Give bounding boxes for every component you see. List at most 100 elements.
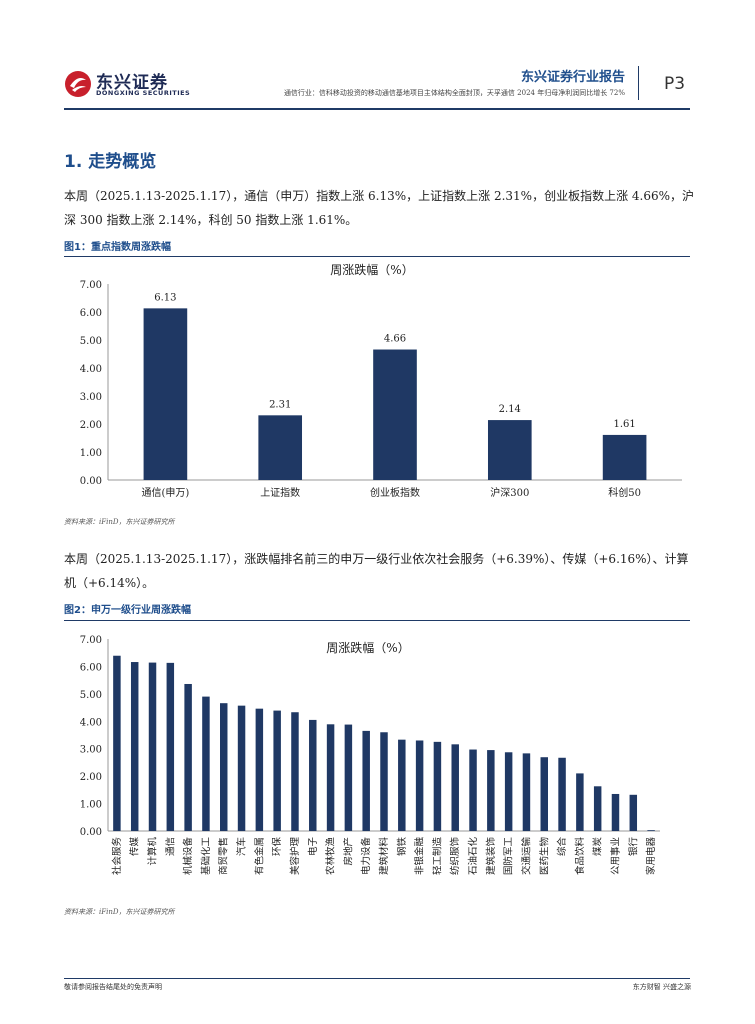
- x-tick-label: 基础化工: [200, 837, 212, 876]
- x-tick-label: 美容护理: [289, 837, 301, 876]
- figure1-rule: [64, 256, 690, 257]
- industry-weekly-change-chart: 周涨跌幅（%） 0.00 1.00 2.00 3.00 4.00 5.00 6.00 7.00 社…: [80, 635, 660, 876]
- logo-chinese-name: 东兴证券: [96, 73, 168, 93]
- bar: [629, 794, 638, 831]
- x-tick-label: 传媒: [129, 837, 141, 857]
- x-tick-label: 上证指数: [260, 486, 300, 499]
- footer-rule: [64, 978, 690, 979]
- y-tick-label: 0.00: [80, 827, 102, 838]
- bar: [487, 750, 495, 831]
- logo-english-name: DONGXING SECURITIES: [96, 89, 191, 97]
- x-tick-label: 房地产: [342, 837, 354, 866]
- x-tick-label: 石油石化: [467, 837, 479, 876]
- y-tick-label: 3.00: [80, 745, 102, 756]
- y-tick-label: 4.00: [80, 717, 102, 728]
- x-tick-label: 煤炭: [592, 837, 604, 857]
- bar: [326, 724, 335, 831]
- bar: [415, 740, 424, 831]
- x-tick-label: 汽车: [236, 837, 248, 856]
- bar-data-label: 4.66: [384, 334, 406, 345]
- bar: [148, 662, 157, 831]
- x-tick-label: 国防军工: [503, 837, 515, 876]
- x-tick-label: 医药生物: [538, 837, 550, 876]
- x-tick-label: 通信(申万): [141, 486, 189, 499]
- bar: [237, 705, 246, 831]
- y-tick-label: 6.00: [80, 308, 102, 319]
- x-tick-label: 沪深300: [490, 486, 529, 499]
- bar-data-label: 6.13: [154, 292, 176, 303]
- bar: [143, 308, 188, 480]
- y-tick-label: 2.00: [80, 772, 102, 783]
- bar: [258, 415, 303, 480]
- x-tick-label: 电子: [307, 837, 319, 857]
- bar: [540, 757, 548, 831]
- bar: [291, 712, 299, 831]
- x-tick-label: 社会服务: [111, 837, 123, 876]
- x-tick-label: 科创50: [608, 486, 641, 499]
- bar: [273, 710, 281, 831]
- bar: [593, 786, 602, 831]
- bar: [398, 739, 406, 831]
- bar-data-label: 1.61: [613, 419, 635, 430]
- bar: [373, 349, 417, 480]
- x-tick-label: 环保: [271, 837, 283, 857]
- y-tick-label: 5.00: [80, 690, 102, 701]
- x-tick-label: 综合: [556, 837, 568, 857]
- bar: [166, 662, 175, 831]
- section-title: 1. 走势概览: [64, 152, 157, 172]
- bar: [487, 420, 532, 480]
- bar: [130, 662, 139, 831]
- chart-title: 周涨跌幅（%）: [326, 640, 409, 655]
- footer-slogan: 东方财智 兴盛之源: [632, 983, 691, 991]
- x-tick-label: 家用电器: [645, 837, 657, 876]
- chart-title: 周涨跌幅（%）: [330, 262, 413, 277]
- x-tick-label: 通信: [164, 837, 176, 856]
- bar: [255, 708, 264, 831]
- x-tick-label: 计算机: [147, 837, 159, 866]
- bar: [522, 753, 531, 831]
- bar: [647, 830, 655, 831]
- bar: [344, 724, 353, 831]
- index-weekly-change-chart: 周涨跌幅（%） 0.00 1.00 2.00 3.00 4.00 5.00 6.00 7.00 6…: [80, 262, 682, 499]
- report-title: 东兴证券行业报告: [520, 70, 625, 85]
- summary-paragraph-indices: 本周（2025.1.13-2025.1.17），通信（申万）指数上涨 6.13%…: [64, 189, 695, 227]
- bar: [362, 730, 370, 831]
- y-tick-label: 7.00: [80, 280, 102, 291]
- bar: [309, 719, 317, 831]
- bar: [220, 703, 228, 831]
- figure2-source: 资料来源：iFinD，东兴证券研究所: [64, 908, 175, 916]
- bar: [380, 732, 388, 831]
- y-tick-label: 5.00: [80, 336, 102, 347]
- header-divider: [638, 66, 639, 100]
- header-rule: [64, 108, 690, 110]
- bar: [504, 752, 513, 831]
- bar: [611, 793, 620, 831]
- company-logo: 东兴证券 DONGXING SECURITIES: [64, 66, 190, 102]
- x-tick-label: 农林牧渔: [325, 837, 337, 876]
- x-tick-label: 交通运输: [520, 837, 532, 876]
- dongxing-logo-icon: [65, 71, 91, 97]
- figure1-caption: 图1：重点指数周涨跌幅: [64, 242, 171, 253]
- x-tick-label: 公用事业: [609, 837, 621, 875]
- footer-disclaimer: 敬请参阅报告结尾处的免责声明: [64, 983, 162, 991]
- y-tick-label: 4.00: [80, 364, 102, 375]
- bar: [602, 434, 647, 480]
- bar: [576, 773, 584, 831]
- y-tick-label: 1.00: [80, 448, 102, 459]
- figure1-source: 资料来源：iFinD，东兴证券研究所: [64, 518, 175, 526]
- y-tick-label: 7.00: [80, 635, 102, 646]
- y-tick-label: 2.00: [80, 420, 102, 431]
- summary-paragraph-industries: 本周（2025.1.13-2025.1.17），涨跌幅排名前三的申万一级行业依次…: [64, 552, 689, 590]
- bar: [433, 741, 442, 831]
- y-tick-label: 3.00: [80, 392, 102, 403]
- x-tick-label: 钢铁: [396, 837, 408, 857]
- x-tick-label: 银行: [627, 837, 639, 857]
- bar: [469, 749, 477, 831]
- bar: [202, 696, 210, 831]
- bar: [451, 744, 459, 831]
- x-tick-label: 创业板指数: [370, 486, 420, 499]
- x-tick-label: 轻工制造: [431, 837, 443, 876]
- x-tick-label: 商贸零售: [218, 837, 230, 875]
- bar-data-label: 2.31: [269, 399, 291, 410]
- y-tick-label: 1.00: [80, 800, 102, 811]
